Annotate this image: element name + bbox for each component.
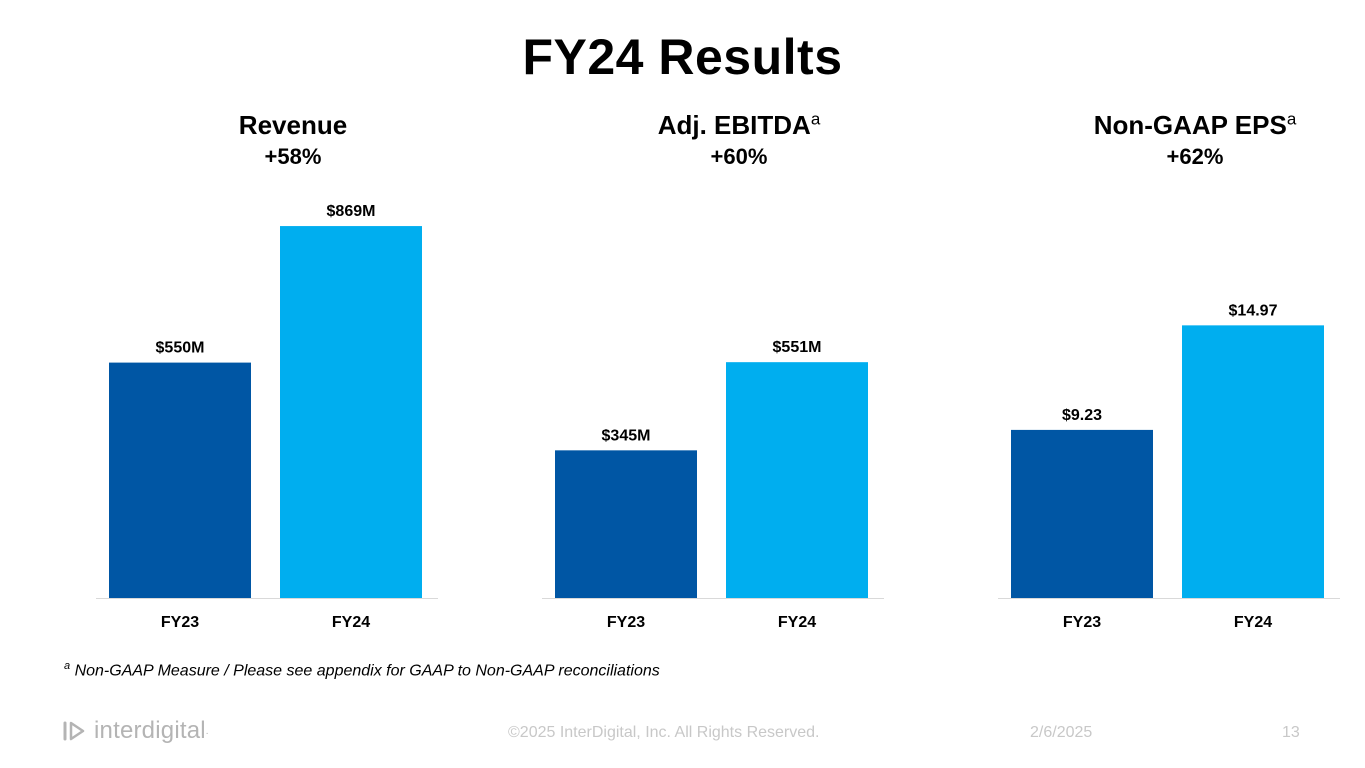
- data-label: $345M: [602, 427, 651, 444]
- chart-title-text: Non-GAAP EPS: [1093, 110, 1287, 140]
- bar-chart-svg: $9.23 FY23 $14.97 FY24: [998, 302, 1340, 631]
- data-label: $551M: [773, 339, 822, 356]
- logo-text: interdigital: [94, 717, 206, 744]
- footnote: a Non-GAAP Measure / Please see appendix…: [64, 660, 660, 680]
- page-number: 13: [1282, 724, 1300, 741]
- footnote-marker: a: [64, 660, 71, 672]
- page-title: FY24 Results: [522, 29, 843, 85]
- data-label: $9.23: [1062, 407, 1102, 424]
- bar-fy24: [280, 226, 422, 598]
- bar-fy24: [1182, 325, 1324, 598]
- category-label: FY24: [778, 614, 816, 631]
- data-label: $550M: [156, 340, 205, 357]
- logo-dot: .: [205, 725, 209, 737]
- revenue-chart: $550M FY23 $869M FY24 Revenue +58%: [78, 105, 508, 645]
- copyright-text: ©2025 InterDigital, Inc. All Rights Rese…: [508, 724, 820, 741]
- category-label: FY23: [161, 614, 199, 631]
- adj-ebitda-chart: $345M FY23 $551M FY24 Adj. EBITDAa +60%: [524, 105, 954, 645]
- chart-title: Non-GAAP EPSa: [980, 110, 1365, 140]
- data-label: $869M: [327, 203, 376, 220]
- chart-title: Adj. EBITDAa: [524, 110, 954, 140]
- category-label: FY24: [1234, 614, 1272, 631]
- data-label: $14.97: [1229, 302, 1278, 319]
- chart-growth: +60%: [710, 144, 768, 169]
- category-label: FY24: [332, 614, 370, 631]
- bar-fy24: [726, 362, 868, 598]
- interdigital-logo-icon: [63, 721, 85, 741]
- chart-title-marker: a: [810, 109, 821, 129]
- chart-growth: +58%: [264, 144, 322, 169]
- category-label: FY23: [607, 614, 645, 631]
- chart-title-text: Revenue: [238, 110, 348, 140]
- company-logo: interdigital.: [62, 716, 209, 746]
- bar-fy23: [1011, 429, 1153, 598]
- bar-fy23: [109, 362, 251, 598]
- chart-title-text: Adj. EBITDA: [657, 110, 811, 140]
- chart-title: Revenue: [78, 110, 508, 140]
- bar-chart-svg: $345M FY23 $551M FY24: [542, 339, 884, 631]
- chart-title-marker: a: [1286, 109, 1297, 129]
- bar-fy23: [555, 450, 697, 598]
- chart-growth: +62%: [1166, 144, 1224, 169]
- bar-chart-svg: $550M FY23 $869M FY24: [96, 203, 438, 631]
- category-label: FY23: [1063, 614, 1101, 631]
- slide-date: 2/6/2025: [1030, 724, 1093, 741]
- non-gaap-eps-chart: $9.23 FY23 $14.97 FY24 Non-GAAP EPSa +62%: [980, 105, 1365, 645]
- footnote-text: Non-GAAP Measure / Please see appendix f…: [74, 662, 660, 680]
